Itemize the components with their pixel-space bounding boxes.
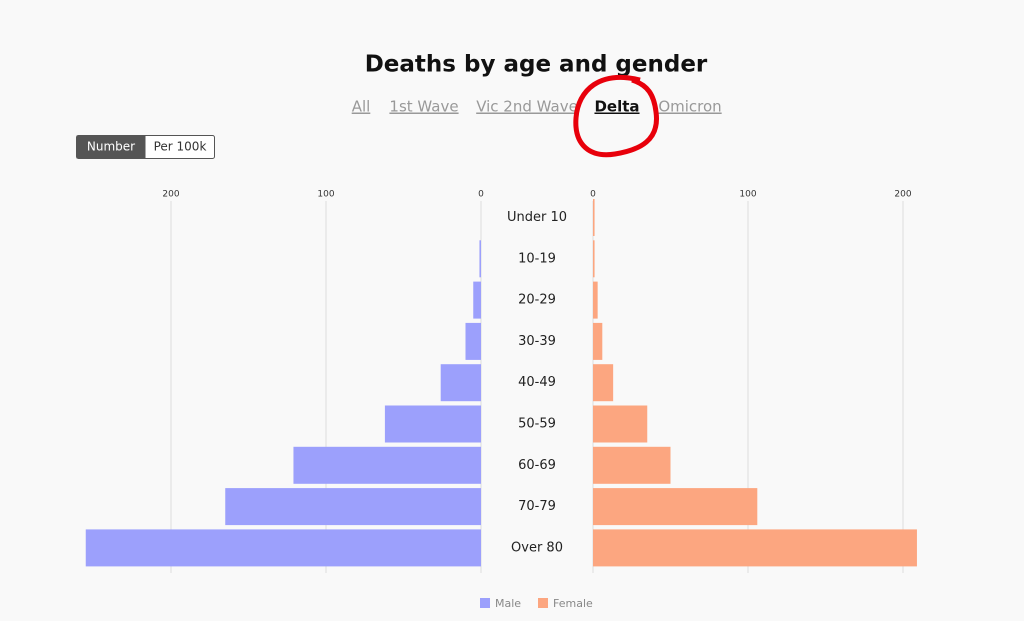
bar xyxy=(479,240,481,278)
bar xyxy=(225,488,481,526)
tab[interactable]: 1st Wave xyxy=(389,98,458,116)
tab[interactable]: All xyxy=(352,98,371,116)
bar xyxy=(593,322,603,360)
bar xyxy=(593,240,595,278)
bar xyxy=(593,281,598,319)
x-tick-label: 200 xyxy=(894,190,911,200)
toggle-active xyxy=(76,135,146,159)
category-label: Under 10 xyxy=(507,210,567,225)
tab[interactable]: Vic 2nd Wave xyxy=(476,98,578,116)
bar xyxy=(85,529,481,567)
bar xyxy=(593,405,648,443)
bar xyxy=(473,281,481,319)
toggle-button[interactable]: Per 100k xyxy=(154,140,207,154)
chart-title: Deaths by age and gender xyxy=(365,52,708,78)
x-tick-label: 100 xyxy=(317,190,334,200)
toggle-button[interactable]: Number xyxy=(87,140,135,154)
bar xyxy=(440,364,481,402)
category-label: 20-29 xyxy=(518,293,556,308)
category-label: 70-79 xyxy=(518,499,556,514)
category-label: 10-19 xyxy=(518,251,556,266)
category-label: 30-39 xyxy=(518,334,556,349)
x-tick-label: 0 xyxy=(590,190,596,200)
x-tick-label: 0 xyxy=(478,190,484,200)
bar xyxy=(593,488,758,526)
category-label: Over 80 xyxy=(511,540,563,555)
bar xyxy=(593,529,917,567)
legend-label: Female xyxy=(553,597,593,610)
legend-swatch xyxy=(538,598,548,608)
legend-label: Male xyxy=(495,597,521,610)
category-label: 60-69 xyxy=(518,458,556,473)
category-label: 50-59 xyxy=(518,417,556,432)
bar xyxy=(384,405,481,443)
bar xyxy=(293,446,481,484)
legend-swatch xyxy=(480,598,490,608)
bar xyxy=(593,364,614,402)
bar xyxy=(465,322,481,360)
bar xyxy=(593,446,671,484)
bar xyxy=(593,199,595,236)
annotation-circle xyxy=(573,74,659,158)
tab[interactable]: Omicron xyxy=(658,98,721,116)
tab[interactable]: Delta xyxy=(594,98,639,116)
category-label: 40-49 xyxy=(518,375,556,390)
x-tick-label: 100 xyxy=(739,190,756,200)
x-tick-label: 200 xyxy=(162,190,179,200)
